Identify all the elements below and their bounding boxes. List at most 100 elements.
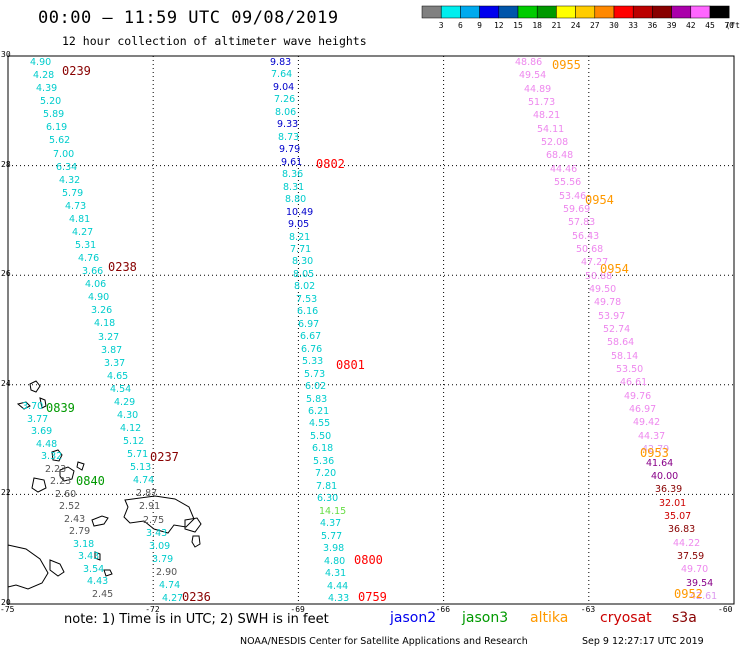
land-outline xyxy=(184,517,202,533)
scale-label: 27 xyxy=(589,21,600,30)
wave-height-value: 3.09 xyxy=(149,541,171,552)
scale-label: 70 xyxy=(724,21,734,30)
pass-time-label: 0239 xyxy=(62,64,91,78)
scale-swatch xyxy=(690,5,711,19)
wave-height-value: 6.30 xyxy=(317,493,339,504)
wave-height-value: 4.28 xyxy=(33,70,55,81)
wave-height-value: 5.33 xyxy=(302,356,324,367)
wave-height-value: 8.73 xyxy=(278,132,300,143)
wave-height-value: 3.66 xyxy=(82,266,104,277)
wave-height-value: 4.65 xyxy=(107,371,129,382)
wave-height-value: 42.61 xyxy=(690,591,718,602)
wave-height-value: 3.79 xyxy=(152,554,174,565)
latitude-label: 28 xyxy=(1,159,11,169)
wave-height-value: 9.79 xyxy=(279,144,301,155)
wave-height-value: 49.78 xyxy=(594,297,622,308)
wave-height-value: 3.69 xyxy=(31,426,53,437)
land-outline xyxy=(91,515,109,527)
land-outline xyxy=(7,544,49,590)
legend-item: jason2 xyxy=(390,610,437,626)
scale-swatch xyxy=(460,5,480,19)
wave-height-value: 4.37 xyxy=(320,518,342,529)
scale-label: 18 xyxy=(532,21,542,30)
wave-height-value: 4.32 xyxy=(59,175,81,186)
wave-height-value: 2.91 xyxy=(139,501,161,512)
wave-height-value: 37.59 xyxy=(677,551,705,562)
scale-label: 30 xyxy=(609,21,619,30)
scale-label: 39 xyxy=(666,21,677,30)
land-outline xyxy=(103,569,113,577)
wave-height-value: 44.37 xyxy=(638,431,666,442)
latitude-label: 30 xyxy=(1,50,11,59)
pass-time-label: 0237 xyxy=(150,450,179,464)
wave-height-value: 55.56 xyxy=(554,177,582,188)
wave-height-value: 7.53 xyxy=(296,294,318,305)
wave-height-value: 2.60 xyxy=(55,489,77,500)
wave-height-value: 8.06 xyxy=(275,107,297,118)
wave-height-value: 40.00 xyxy=(651,471,679,482)
wave-height-value: 3.37 xyxy=(104,358,126,369)
wave-height-value: 4.54 xyxy=(110,384,132,395)
scale-swatch xyxy=(709,5,730,19)
wave-height-value: 49.42 xyxy=(633,417,661,428)
wave-height-value: 5.62 xyxy=(49,135,71,146)
wave-height-value: 7.81 xyxy=(316,481,338,492)
wave-height-value: 4.27 xyxy=(72,227,94,238)
legend-item: altika xyxy=(530,610,569,626)
scale-label: 6 xyxy=(457,21,463,30)
scale-swatch xyxy=(594,5,615,19)
wave-height-value: 3.54 xyxy=(83,564,105,575)
wave-height-value: 49.76 xyxy=(624,391,652,402)
wave-height-value: 7.20 xyxy=(315,468,337,479)
pass-time-label: 0802 xyxy=(316,157,345,171)
wave-height-value: 4.30 xyxy=(117,410,139,421)
wave-height-value: 7.71 xyxy=(290,244,312,255)
wave-height-value: 52.08 xyxy=(541,137,569,148)
wave-height-value: 4.29 xyxy=(114,397,136,408)
wave-height-value: 4.27 xyxy=(162,593,184,604)
wave-height-value: 9.61 xyxy=(281,157,303,168)
latitude-label: 26 xyxy=(1,269,11,279)
scale-label: 45 xyxy=(705,21,715,30)
wave-height-value: 52.74 xyxy=(603,324,631,335)
scale-swatch xyxy=(440,5,461,19)
wave-height-value: 48.86 xyxy=(515,57,543,68)
wave-height-value: 4.06 xyxy=(85,279,107,290)
wave-height-value: 8.36 xyxy=(282,169,304,180)
scale-label: 24 xyxy=(570,21,581,30)
wave-height-value: 4.90 xyxy=(30,57,52,68)
wave-height-value: 46.97 xyxy=(629,404,657,415)
pass-time-label: 0955 xyxy=(552,58,581,72)
wave-height-value: 36.83 xyxy=(668,524,696,535)
scale-label: 33 xyxy=(628,21,638,30)
wave-height-value: 54.11 xyxy=(537,124,565,135)
wave-height-value: 44.89 xyxy=(524,84,552,95)
map-title: 00:00 – 11:59 UTC 09/08/2019 xyxy=(38,8,339,28)
wave-height-value: 5.36 xyxy=(313,456,335,467)
wave-height-value: 2.45 xyxy=(92,589,114,600)
wave-height-value: 56.43 xyxy=(572,231,600,242)
wave-height-value: 49.70 xyxy=(681,564,709,575)
latitude-label: 20 xyxy=(1,598,11,607)
pass-time-label: 0839 xyxy=(46,401,75,415)
wave-height-value: 4.76 xyxy=(78,253,100,264)
wave-height-value: 2.75 xyxy=(143,515,165,526)
wave-height-value: 44.46 xyxy=(550,164,578,175)
scale-label: 36 xyxy=(647,21,658,30)
wave-height-value: 57.83 xyxy=(568,217,596,228)
scale-label: (ft) xyxy=(725,21,740,30)
wave-height-value: 4.12 xyxy=(120,423,142,434)
wave-height-value: 5.31 xyxy=(75,240,97,251)
wave-height-value: 39.54 xyxy=(686,578,714,589)
credit-line: NOAA/NESDIS Center for Satellite Applica… xyxy=(240,636,528,647)
wave-height-value: 3.27 xyxy=(98,332,120,343)
wave-height-value: 4.74 xyxy=(133,475,155,486)
wave-height-value: 3.98 xyxy=(323,543,345,554)
wave-height-value: 2.52 xyxy=(59,501,81,512)
wave-height-value: 3.77 xyxy=(27,414,49,425)
wave-height-value: 4.33 xyxy=(328,593,350,604)
wave-height-value: 5.71 xyxy=(127,449,149,460)
land-outline xyxy=(49,559,65,577)
scale-swatch xyxy=(517,5,538,19)
scale-label: 42 xyxy=(685,21,696,30)
